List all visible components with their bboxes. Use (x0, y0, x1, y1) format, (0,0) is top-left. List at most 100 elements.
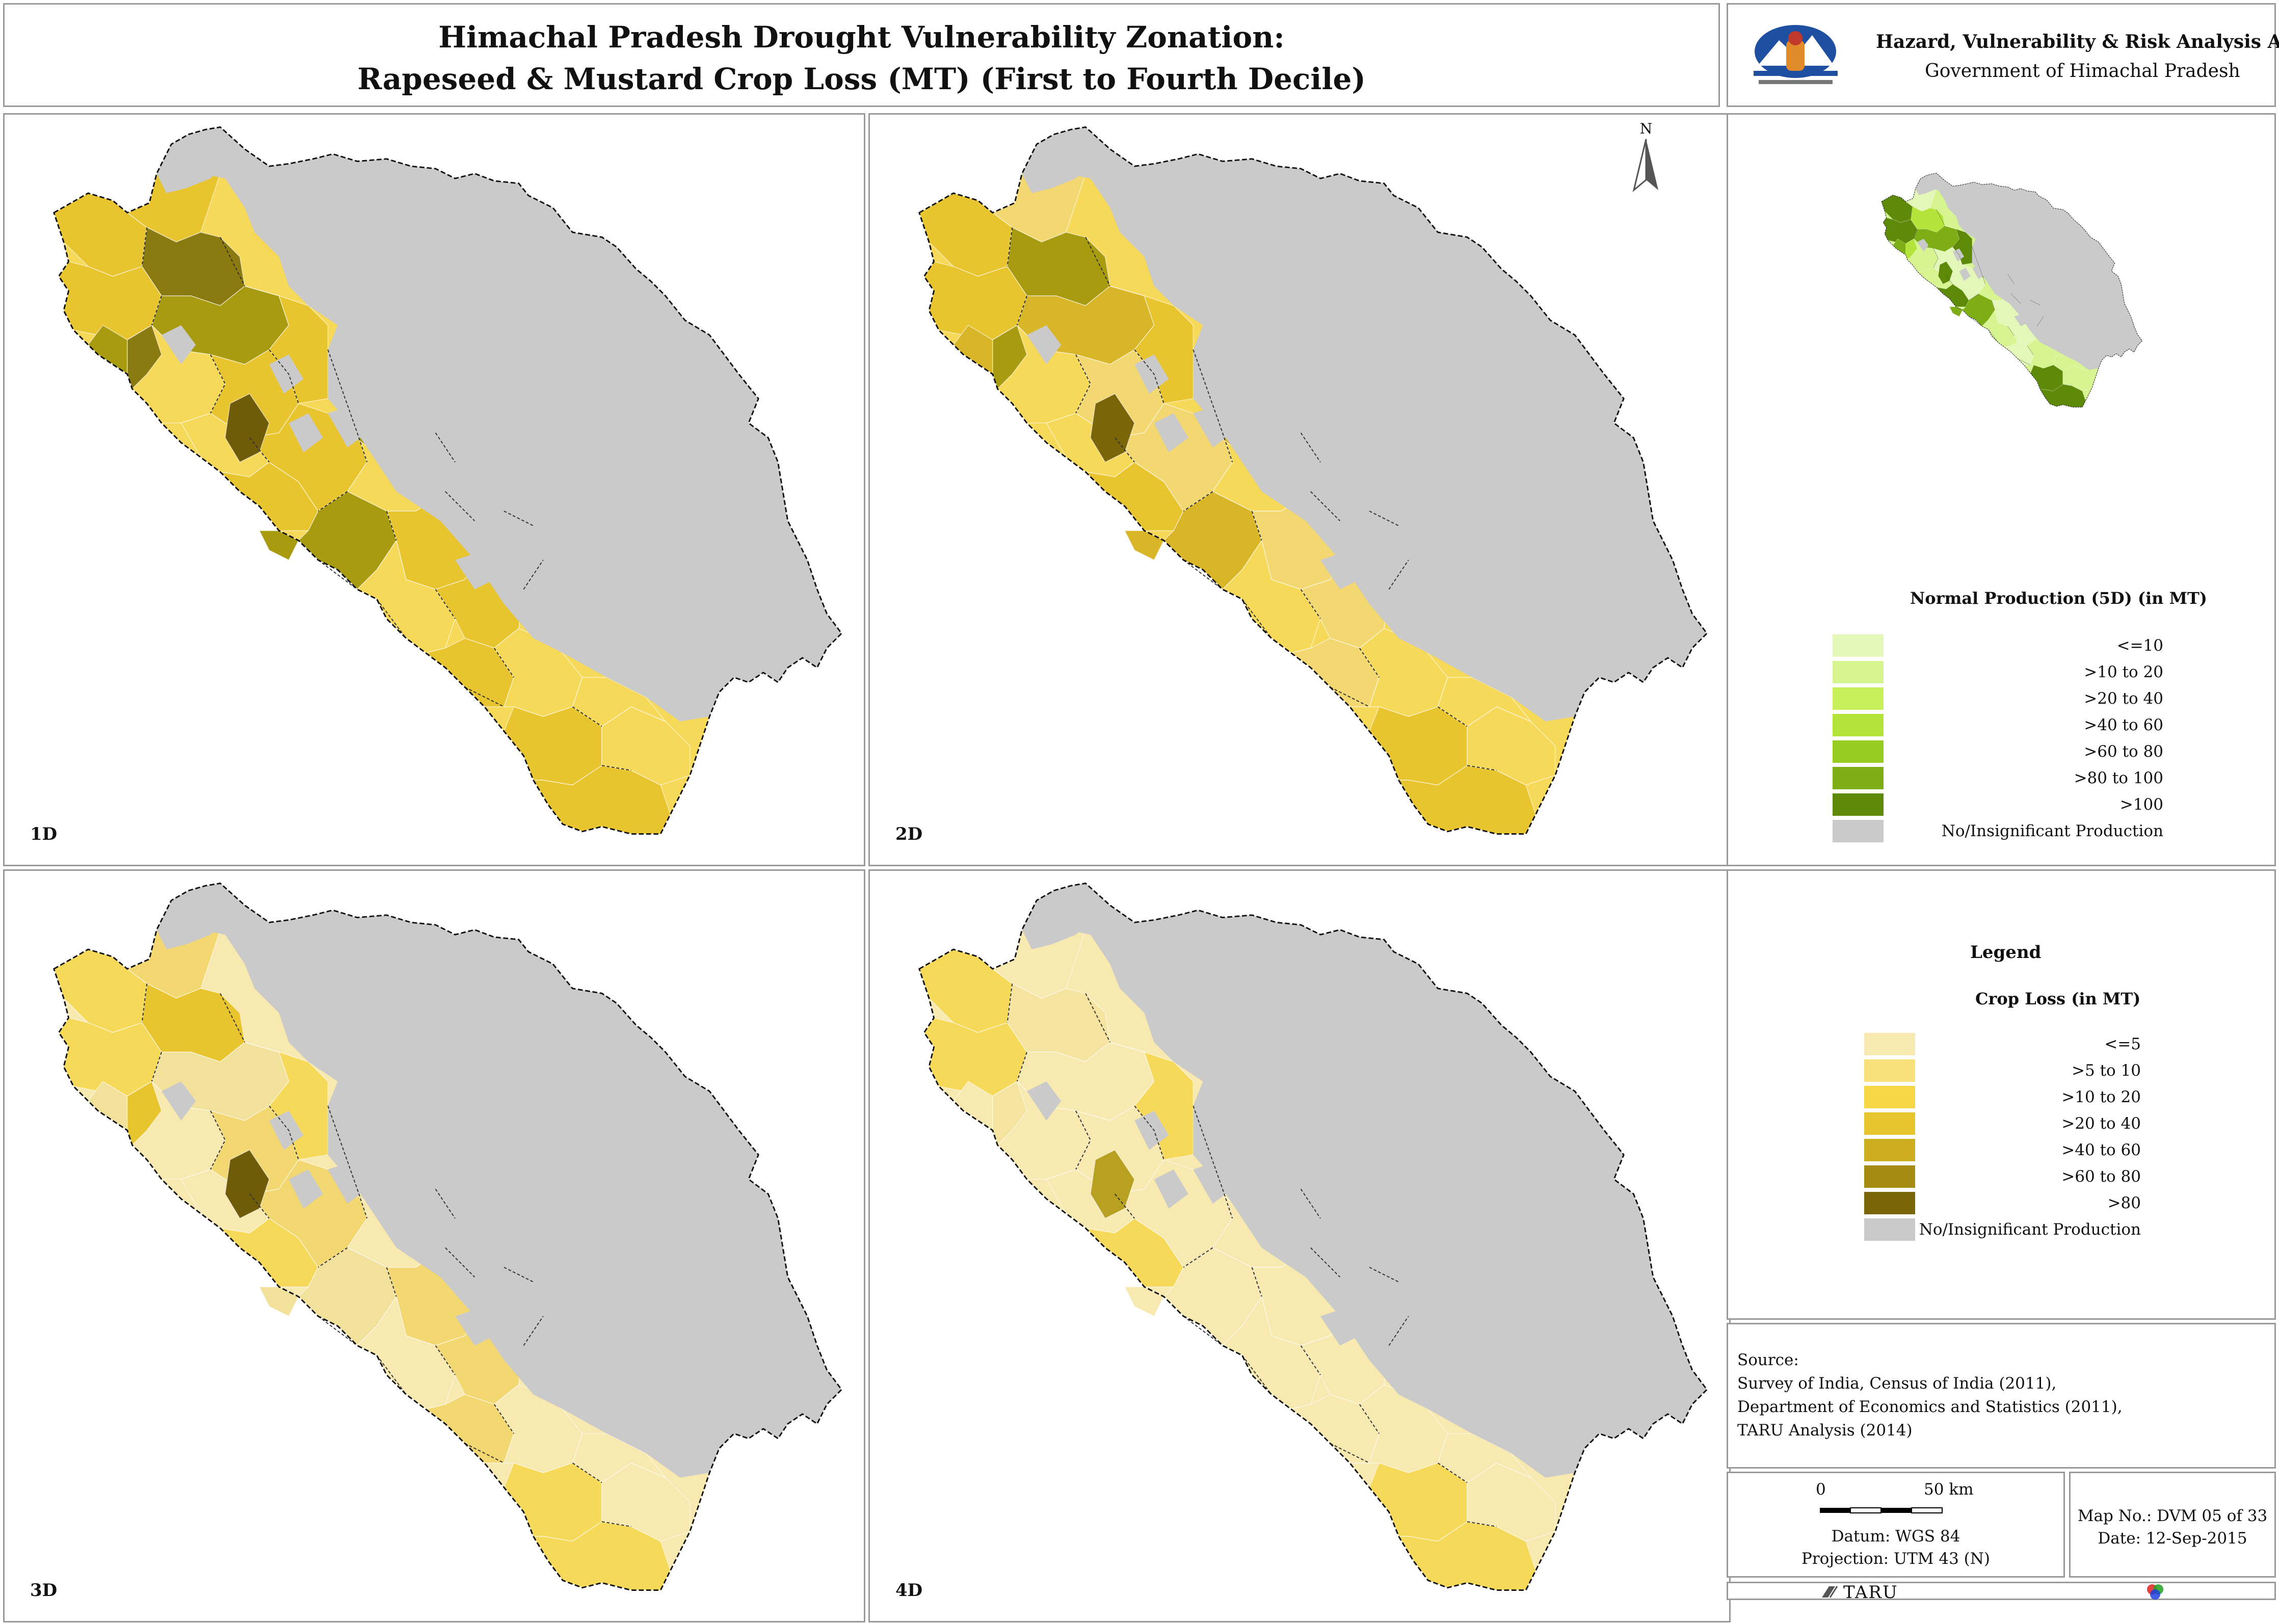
no-production-area (1369, 1316, 1409, 1361)
district-boundary (1991, 300, 1995, 310)
district-boundary (1075, 1110, 1091, 1170)
district-boundary (1222, 433, 1233, 463)
map-group (1881, 173, 2143, 408)
no-production-area (1193, 403, 1233, 448)
district-boundary (1330, 1443, 1370, 1463)
production-class-swatch (1833, 634, 1884, 657)
district-region (425, 637, 514, 707)
district-boundary (1300, 589, 1321, 619)
district-boundary (1085, 993, 1111, 1043)
district-region (2004, 342, 2034, 365)
no-production-area (171, 127, 842, 722)
district-region (1290, 637, 1380, 707)
district-boundary (1241, 599, 1272, 639)
district-region (1090, 1149, 1135, 1219)
district-boundary (2036, 316, 2044, 327)
district-boundary (1914, 229, 1918, 239)
production-class-swatch (1833, 714, 1884, 736)
datum-text: Datum: WGS 84 (1831, 1527, 1960, 1546)
no-production-area (2030, 316, 2044, 331)
district-region (2053, 355, 2084, 372)
district-boundary (2007, 326, 2015, 336)
no-production-area (1027, 325, 1062, 364)
district-boundary (435, 1345, 456, 1375)
no-production-area (1952, 248, 1965, 262)
district-boundary (1952, 247, 1963, 265)
no-production-area (543, 511, 612, 575)
district-boundary (1972, 247, 1982, 275)
production-class-label: >20 to 40 (2084, 689, 2163, 708)
district-region (503, 1462, 602, 1542)
district-boundary (601, 1521, 631, 1527)
map-group (918, 126, 1708, 835)
map-panel-3d: 3D (3, 869, 865, 1622)
source-heading: Source: (1737, 1351, 1799, 1369)
production-class-label: No/Insignificant Production (1941, 822, 2163, 840)
no-production-area (455, 1306, 494, 1346)
district-boundary (435, 432, 456, 463)
district-boundary (386, 1267, 397, 1297)
no-production-area (1154, 1169, 1188, 1209)
district-boundary (1933, 248, 1939, 268)
scale-panel: 0 50 km Datum: WGS 84 Projection: UTM 43… (1727, 1472, 2065, 1578)
district-boundary (220, 993, 246, 1043)
production-class-label: <=10 (2116, 636, 2163, 655)
panel-label: 2D (895, 824, 923, 844)
state-boundary (53, 882, 843, 1591)
no-production-area (1022, 883, 1100, 949)
district-boundary (1183, 491, 1213, 512)
district-region (245, 1042, 329, 1160)
district-boundary (445, 1247, 475, 1277)
no-production-area (455, 550, 494, 590)
district-region (1944, 225, 1973, 265)
no-production-area (1959, 268, 1971, 281)
district-boundary (317, 1247, 348, 1268)
no-production-area (328, 403, 367, 448)
district-boundary (1300, 1345, 1321, 1375)
district-boundary (1946, 276, 1953, 284)
district-map (53, 126, 843, 835)
district-boundary (1359, 1404, 1380, 1434)
crop-loss-legend-panel: Legend Crop Loss (in MT) <=5 >5 to 10 >10 … (1727, 869, 2276, 1320)
no-production-area (2043, 300, 2066, 322)
district-region (258, 530, 299, 561)
district-boundary (435, 1188, 456, 1219)
district-boundary (1467, 765, 1497, 771)
no-production-area (1037, 883, 1707, 1478)
production-class-swatch (1833, 820, 1884, 842)
source-line: Survey of India, Census of India (2011), (1737, 1374, 2057, 1393)
district-boundary (1310, 491, 1341, 521)
district-region (572, 1433, 666, 1483)
district-boundary (1359, 648, 1380, 678)
district-boundary (269, 349, 299, 404)
district-region (1369, 706, 1468, 786)
production-class-label: >80 to 100 (2074, 769, 2163, 787)
district-boundary (1115, 437, 1135, 463)
district-region (1437, 677, 1531, 727)
map-group (53, 126, 843, 835)
district-boundary (1251, 1267, 1262, 1297)
district-boundary (1988, 329, 1999, 343)
district-region (1124, 1286, 1164, 1317)
no-production-area (386, 423, 445, 462)
district-boundary (386, 511, 397, 541)
production-class-label: >40 to 60 (2084, 716, 2163, 734)
district-boundary (445, 491, 475, 521)
production-class-swatch (1833, 661, 1884, 683)
district-boundary (1251, 511, 1262, 541)
no-production-area (504, 1316, 543, 1361)
production-class-swatch (1833, 793, 1884, 816)
north-arrow: N (1631, 120, 1661, 197)
production-class-label: >60 to 80 (2084, 742, 2163, 761)
map-title-line1: Himachal Pradesh Drought Vulnerability Z… (438, 20, 1285, 55)
district-boundary (503, 1267, 534, 1283)
no-production-area (1408, 1267, 1477, 1331)
north-label: N (1639, 120, 1653, 137)
district-boundary (1134, 349, 1164, 404)
district-boundary (151, 1052, 162, 1082)
district-boundary (494, 1404, 514, 1434)
projection-text: Projection: UTM 43 (N) (1801, 1550, 1990, 1568)
crop-loss-class-label: >20 to 40 (2061, 1114, 2141, 1133)
district-boundary (141, 227, 148, 267)
no-production-area (269, 354, 304, 394)
